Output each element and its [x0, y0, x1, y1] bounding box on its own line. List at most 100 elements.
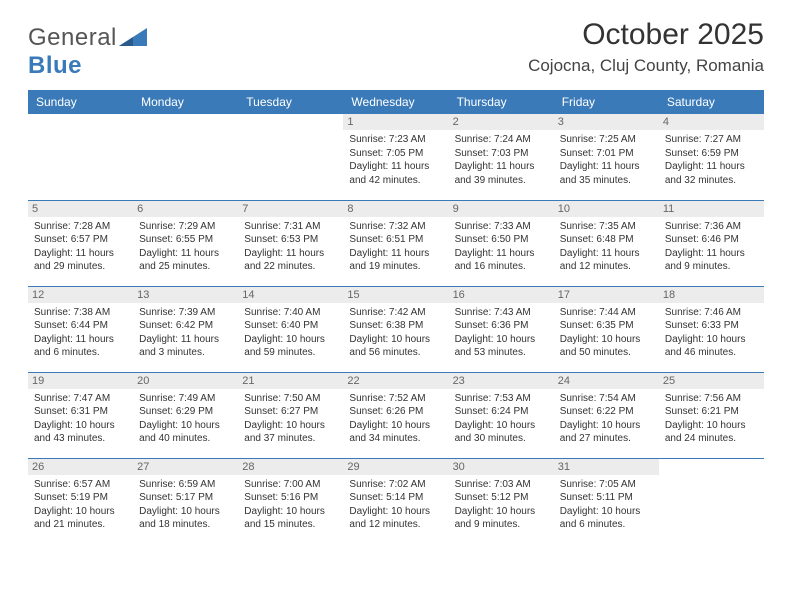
calendar-cell: 30Sunrise: 7:03 AMSunset: 5:12 PMDayligh… — [449, 458, 554, 544]
sunrise-line: Sunrise: 6:57 AM — [34, 478, 127, 492]
sunrise-line: Sunrise: 7:36 AM — [665, 220, 758, 234]
day-number: 8 — [343, 201, 448, 217]
sunrise-line: Sunrise: 7:42 AM — [349, 306, 442, 320]
sunrise-line: Sunrise: 7:32 AM — [349, 220, 442, 234]
calendar-cell: 24Sunrise: 7:54 AMSunset: 6:22 PMDayligh… — [554, 372, 659, 458]
daylight-line-2: and 16 minutes. — [455, 260, 548, 274]
daylight-line-2: and 43 minutes. — [34, 432, 127, 446]
calendar-header-row: Sunday Monday Tuesday Wednesday Thursday… — [28, 90, 764, 114]
sunrise-line: Sunrise: 7:24 AM — [455, 133, 548, 147]
calendar-cell — [659, 458, 764, 544]
daylight-line-1: Daylight: 10 hours — [455, 505, 548, 519]
sunrise-line: Sunrise: 7:02 AM — [349, 478, 442, 492]
calendar-cell: 22Sunrise: 7:52 AMSunset: 6:26 PMDayligh… — [343, 372, 448, 458]
day-number: 22 — [343, 373, 448, 389]
calendar-cell: 10Sunrise: 7:35 AMSunset: 6:48 PMDayligh… — [554, 200, 659, 286]
calendar-cell: 17Sunrise: 7:44 AMSunset: 6:35 PMDayligh… — [554, 286, 659, 372]
calendar-cell: 8Sunrise: 7:32 AMSunset: 6:51 PMDaylight… — [343, 200, 448, 286]
day-number: 16 — [449, 287, 554, 303]
day-number: 14 — [238, 287, 343, 303]
calendar-row: 26Sunrise: 6:57 AMSunset: 5:19 PMDayligh… — [28, 458, 764, 544]
day-number: 6 — [133, 201, 238, 217]
sunrise-line: Sunrise: 6:59 AM — [139, 478, 232, 492]
daylight-line-1: Daylight: 10 hours — [665, 333, 758, 347]
calendar-cell — [238, 114, 343, 200]
logo-word-blue: Blue — [28, 52, 82, 79]
sunrise-line: Sunrise: 7:38 AM — [34, 306, 127, 320]
sunrise-line: Sunrise: 7:46 AM — [665, 306, 758, 320]
daylight-line-2: and 56 minutes. — [349, 346, 442, 360]
day-number: 7 — [238, 201, 343, 217]
sunset-line: Sunset: 6:24 PM — [455, 405, 548, 419]
day-number: 2 — [449, 114, 554, 130]
daylight-line-1: Daylight: 10 hours — [139, 419, 232, 433]
calendar-cell: 14Sunrise: 7:40 AMSunset: 6:40 PMDayligh… — [238, 286, 343, 372]
daylight-line-2: and 6 minutes. — [560, 518, 653, 532]
calendar-cell: 20Sunrise: 7:49 AMSunset: 6:29 PMDayligh… — [133, 372, 238, 458]
calendar-cell: 25Sunrise: 7:56 AMSunset: 6:21 PMDayligh… — [659, 372, 764, 458]
logo-triangle-icon — [119, 26, 149, 50]
sunset-line: Sunset: 6:53 PM — [244, 233, 337, 247]
daylight-line-1: Daylight: 10 hours — [560, 505, 653, 519]
sunset-line: Sunset: 6:35 PM — [560, 319, 653, 333]
daylight-line-1: Daylight: 10 hours — [34, 505, 127, 519]
sunset-line: Sunset: 5:12 PM — [455, 491, 548, 505]
calendar-cell: 18 Sunrise: 7:46 AMSunset: 6:33 PMDayligh… — [659, 286, 764, 372]
daylight-line-1: Daylight: 11 hours — [139, 247, 232, 261]
sunset-line: Sunset: 6:29 PM — [139, 405, 232, 419]
daylight-line-2: and 39 minutes. — [455, 174, 548, 188]
daylight-line-1: Daylight: 11 hours — [665, 247, 758, 261]
sunrise-line: Sunrise: 7:50 AM — [244, 392, 337, 406]
calendar-cell: 5Sunrise: 7:28 AMSunset: 6:57 PMDaylight… — [28, 200, 133, 286]
day-number: 19 — [28, 373, 133, 389]
daylight-line-2: and 3 minutes. — [139, 346, 232, 360]
day-number: 17 — [554, 287, 659, 303]
calendar-cell — [133, 114, 238, 200]
calendar-page: General Blue October 2025 Cojocna, Cluj … — [0, 0, 792, 562]
logo-text: General Blue — [28, 24, 117, 80]
daylight-line-1: Daylight: 10 hours — [455, 419, 548, 433]
daylight-line-1: Daylight: 10 hours — [349, 419, 442, 433]
sunset-line: Sunset: 5:19 PM — [34, 491, 127, 505]
sunset-line: Sunset: 6:51 PM — [349, 233, 442, 247]
sunset-line: Sunset: 5:14 PM — [349, 491, 442, 505]
day-number: 21 — [238, 373, 343, 389]
calendar-cell: 1Sunrise: 7:23 AMSunset: 7:05 PMDaylight… — [343, 114, 448, 200]
daylight-line-1: Daylight: 11 hours — [139, 333, 232, 347]
sunset-line: Sunset: 6:33 PM — [665, 319, 758, 333]
calendar-cell: 16Sunrise: 7:43 AMSunset: 6:36 PMDayligh… — [449, 286, 554, 372]
day-number: 31 — [554, 459, 659, 475]
sunset-line: Sunset: 6:36 PM — [455, 319, 548, 333]
calendar-cell: 29Sunrise: 7:02 AMSunset: 5:14 PMDayligh… — [343, 458, 448, 544]
day-number: 27 — [133, 459, 238, 475]
calendar-row: 12Sunrise: 7:38 AMSunset: 6:44 PMDayligh… — [28, 286, 764, 372]
header: General Blue October 2025 Cojocna, Cluj … — [28, 18, 764, 80]
sunset-line: Sunset: 6:50 PM — [455, 233, 548, 247]
calendar-cell: 23Sunrise: 7:53 AMSunset: 6:24 PMDayligh… — [449, 372, 554, 458]
sunrise-line: Sunrise: 7:54 AM — [560, 392, 653, 406]
sunset-line: Sunset: 6:40 PM — [244, 319, 337, 333]
sunrise-line: Sunrise: 7:25 AM — [560, 133, 653, 147]
sunrise-line: Sunrise: 7:40 AM — [244, 306, 337, 320]
calendar-cell — [28, 114, 133, 200]
daylight-line-1: Daylight: 11 hours — [560, 247, 653, 261]
daylight-line-2: and 53 minutes. — [455, 346, 548, 360]
sunset-line: Sunset: 5:17 PM — [139, 491, 232, 505]
day-number: 10 — [554, 201, 659, 217]
sunrise-line: Sunrise: 7:35 AM — [560, 220, 653, 234]
daylight-line-1: Daylight: 11 hours — [665, 160, 758, 174]
day-number: 4 — [659, 114, 764, 130]
daylight-line-1: Daylight: 10 hours — [244, 419, 337, 433]
logo-word-general: General — [28, 24, 117, 51]
daylight-line-1: Daylight: 10 hours — [349, 505, 442, 519]
daylight-line-2: and 50 minutes. — [560, 346, 653, 360]
daylight-line-1: Daylight: 10 hours — [244, 505, 337, 519]
sunset-line: Sunset: 6:21 PM — [665, 405, 758, 419]
calendar-row: 19Sunrise: 7:47 AMSunset: 6:31 PMDayligh… — [28, 372, 764, 458]
day-number: 1 — [343, 114, 448, 130]
sunset-line: Sunset: 6:26 PM — [349, 405, 442, 419]
daylight-line-2: and 46 minutes. — [665, 346, 758, 360]
day-number: 18 — [659, 287, 764, 303]
sunrise-line: Sunrise: 7:56 AM — [665, 392, 758, 406]
day-number: 13 — [133, 287, 238, 303]
